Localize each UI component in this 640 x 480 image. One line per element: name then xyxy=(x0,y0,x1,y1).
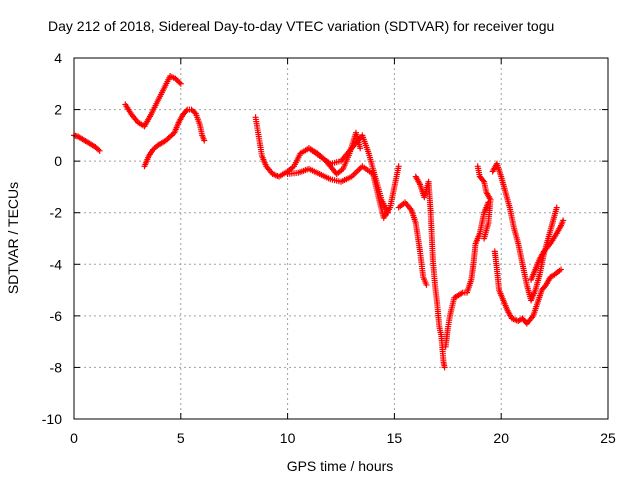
x-tick-label: 10 xyxy=(280,430,296,446)
y-tick-label: -8 xyxy=(50,359,63,375)
axis-ticks xyxy=(73,57,609,420)
y-tick-label: -6 xyxy=(50,308,63,324)
data-point-marker xyxy=(176,79,183,86)
x-tick-label: 15 xyxy=(387,430,403,446)
y-axis-title: SDTVAR / TECUs xyxy=(5,182,21,294)
data-point-marker xyxy=(357,145,364,152)
plot-frame xyxy=(73,57,609,420)
data-point-marker xyxy=(384,209,391,216)
x-tick-label: 20 xyxy=(493,430,509,446)
data-point-marker xyxy=(480,177,487,184)
y-tick-label: -2 xyxy=(50,205,63,221)
y-tick-label: 4 xyxy=(54,50,62,66)
x-axis-title: GPS time / hours xyxy=(287,458,394,474)
chart-title: Day 212 of 2018, Sidereal Day-to-day VTE… xyxy=(48,18,554,34)
y-tick-label: -4 xyxy=(50,256,63,272)
grid-lines xyxy=(74,58,608,419)
data-point-marker xyxy=(395,163,402,170)
data-point-marker xyxy=(560,217,567,224)
data-point-marker xyxy=(558,266,565,273)
data-point-marker xyxy=(201,137,208,144)
data-point-marker xyxy=(481,235,488,242)
data-point-marker xyxy=(423,281,430,288)
y-tick-label: 0 xyxy=(54,153,62,169)
y-tick-label: 2 xyxy=(54,102,62,118)
data-point-marker xyxy=(183,107,190,114)
data-point-marker xyxy=(553,204,560,211)
x-tick-label: 0 xyxy=(70,430,78,446)
data-points xyxy=(71,73,567,371)
x-tick-label: 5 xyxy=(177,430,185,446)
data-point-marker xyxy=(96,147,103,154)
y-tick-label: -10 xyxy=(42,411,62,427)
x-tick-label: 25 xyxy=(600,430,616,446)
tick-labels: 0 5 10 15 20 25 -10 -8 -6 -4 -2 0 2 4 xyxy=(42,50,616,446)
data-point-marker xyxy=(441,364,448,371)
data-point-marker xyxy=(177,80,184,87)
